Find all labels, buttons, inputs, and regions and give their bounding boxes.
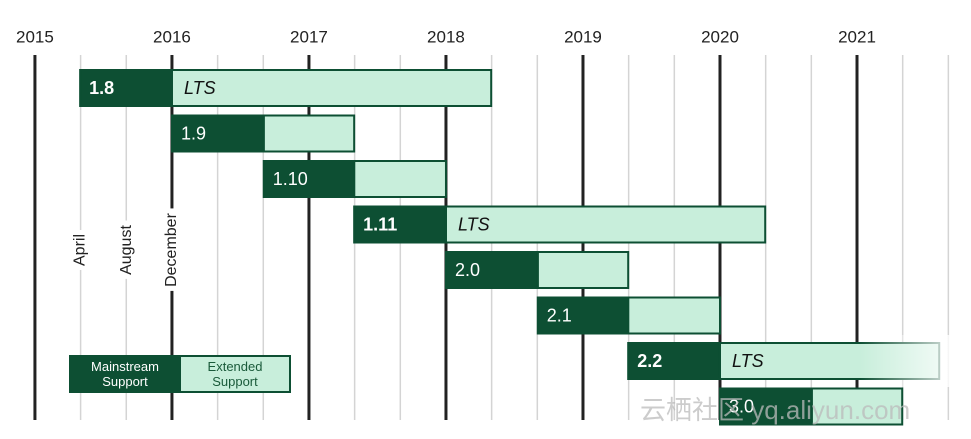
month-label: August (115, 220, 137, 279)
version-label: 1.8 (89, 78, 114, 98)
legend-label: Extended Support (207, 359, 263, 389)
x-tick-label: 2021 (838, 27, 876, 46)
legend-label: Mainstream Support (91, 359, 159, 389)
legend-entry: Mainstream Support (91, 359, 159, 389)
version-label: 2.2 (637, 351, 662, 371)
legend-swatch (179, 355, 291, 393)
extended-bar (444, 205, 767, 244)
extended-bar (627, 296, 721, 335)
lts-label: LTS (184, 78, 216, 98)
x-tick-label: 2018 (427, 27, 465, 46)
month-label-bg (161, 208, 183, 291)
mainstream-bar (79, 69, 173, 107)
lts-label: LTS (732, 351, 764, 371)
version-label: 2.1 (547, 305, 572, 325)
version-label: 1.9 (181, 123, 206, 143)
extended-bar (536, 251, 630, 289)
bars: 1.8 LTS 1.9 1.10 1.11 LTS 2.0 2.1 2.2 LTS 3.0 (79, 69, 941, 426)
x-tick-label: 2016 (153, 27, 191, 46)
x-tick-label: 2015 (16, 27, 54, 46)
version-label: 1.11 (363, 214, 397, 234)
month-label: December (161, 208, 183, 291)
legend: Mainstream Support Extended Support (69, 355, 291, 393)
mainstream-bar (170, 114, 265, 153)
lts-label: LTS (458, 214, 490, 234)
mainstream-bar (718, 387, 813, 426)
legend-entry: Extended Support (207, 359, 263, 389)
mainstream-bar (353, 205, 447, 244)
x-tick-label: 2017 (290, 27, 328, 46)
month-label-bg (115, 220, 137, 279)
x-tick-label: 2020 (701, 27, 739, 46)
extended-bar (353, 160, 447, 198)
month-label-bg (69, 229, 91, 271)
month-label: April (69, 229, 91, 271)
mainstream-bar (627, 342, 721, 380)
version-label: 2.0 (455, 260, 480, 280)
watermark: 云栖社区 yq.aliyun.com (640, 395, 910, 425)
extended-bar (170, 69, 493, 107)
mainstream-bar (444, 251, 539, 289)
mainstream-bar (262, 160, 356, 198)
extended-bar (262, 114, 356, 153)
x-tick-label: 2019 (564, 27, 602, 46)
version-label: 1.10 (273, 169, 308, 189)
month-label-text: August (118, 225, 135, 275)
month-label-text: April (71, 234, 88, 266)
fade-overlay (860, 335, 971, 387)
mainstream-bar (536, 296, 630, 335)
month-label-text: December (163, 212, 180, 286)
version-label: 3.0 (729, 396, 754, 416)
